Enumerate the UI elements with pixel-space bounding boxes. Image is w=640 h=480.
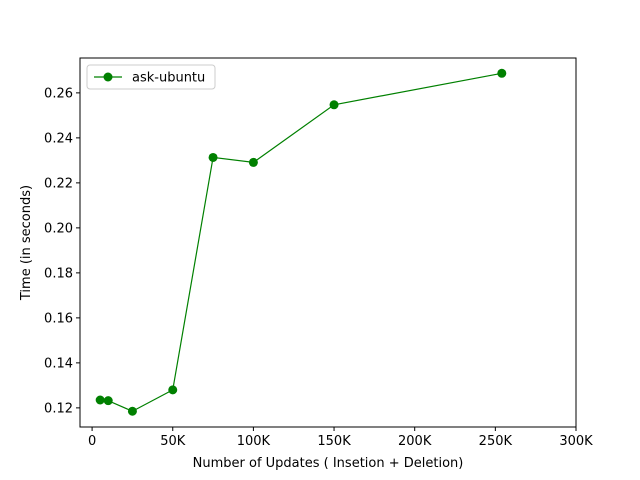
data-point xyxy=(95,395,105,405)
legend-label-ask-ubuntu: ask-ubuntu xyxy=(132,71,205,86)
data-point xyxy=(127,406,137,416)
x-tick-label: 50K xyxy=(160,434,186,449)
x-tick-label: 150K xyxy=(317,434,351,449)
data-point xyxy=(208,152,218,162)
x-axis-label: Number of Updates ( Insetion + Deletion) xyxy=(193,456,464,471)
y-tick-label: 0.14 xyxy=(44,356,73,371)
data-point xyxy=(248,157,258,167)
data-point xyxy=(329,100,339,110)
series-layer xyxy=(95,68,507,416)
x-tick-label: 100K xyxy=(237,434,271,449)
y-axis-label: Time (in seconds) xyxy=(19,185,34,301)
y-tick-label: 0.16 xyxy=(44,311,73,326)
data-point xyxy=(103,396,113,406)
legend-marker-swatch xyxy=(103,72,113,82)
x-tick-label: 0 xyxy=(88,434,96,449)
y-tick-label: 0.26 xyxy=(44,86,73,101)
x-tick-label: 300K xyxy=(559,434,593,449)
y-tick-label: 0.24 xyxy=(44,131,73,146)
legend-box xyxy=(86,64,216,90)
y-tick-label: 0.18 xyxy=(44,266,73,281)
x-axis-ticks: 0 50K 100K 150K 200K 250K 300K xyxy=(88,427,593,449)
y-tick-label: 0.20 xyxy=(44,221,73,236)
x-tick-label: 250K xyxy=(479,434,513,449)
data-point xyxy=(168,385,178,395)
data-point xyxy=(497,68,507,78)
y-axis-ticks: 0.12 0.14 0.16 0.18 0.20 0.22 0.24 0.26 xyxy=(44,86,80,416)
y-tick-label: 0.22 xyxy=(44,176,73,191)
plot-frame xyxy=(79,57,577,428)
y-tick-label: 0.12 xyxy=(44,401,73,416)
x-tick-label: 200K xyxy=(398,434,432,449)
legend: ask-ubuntu xyxy=(86,64,216,90)
